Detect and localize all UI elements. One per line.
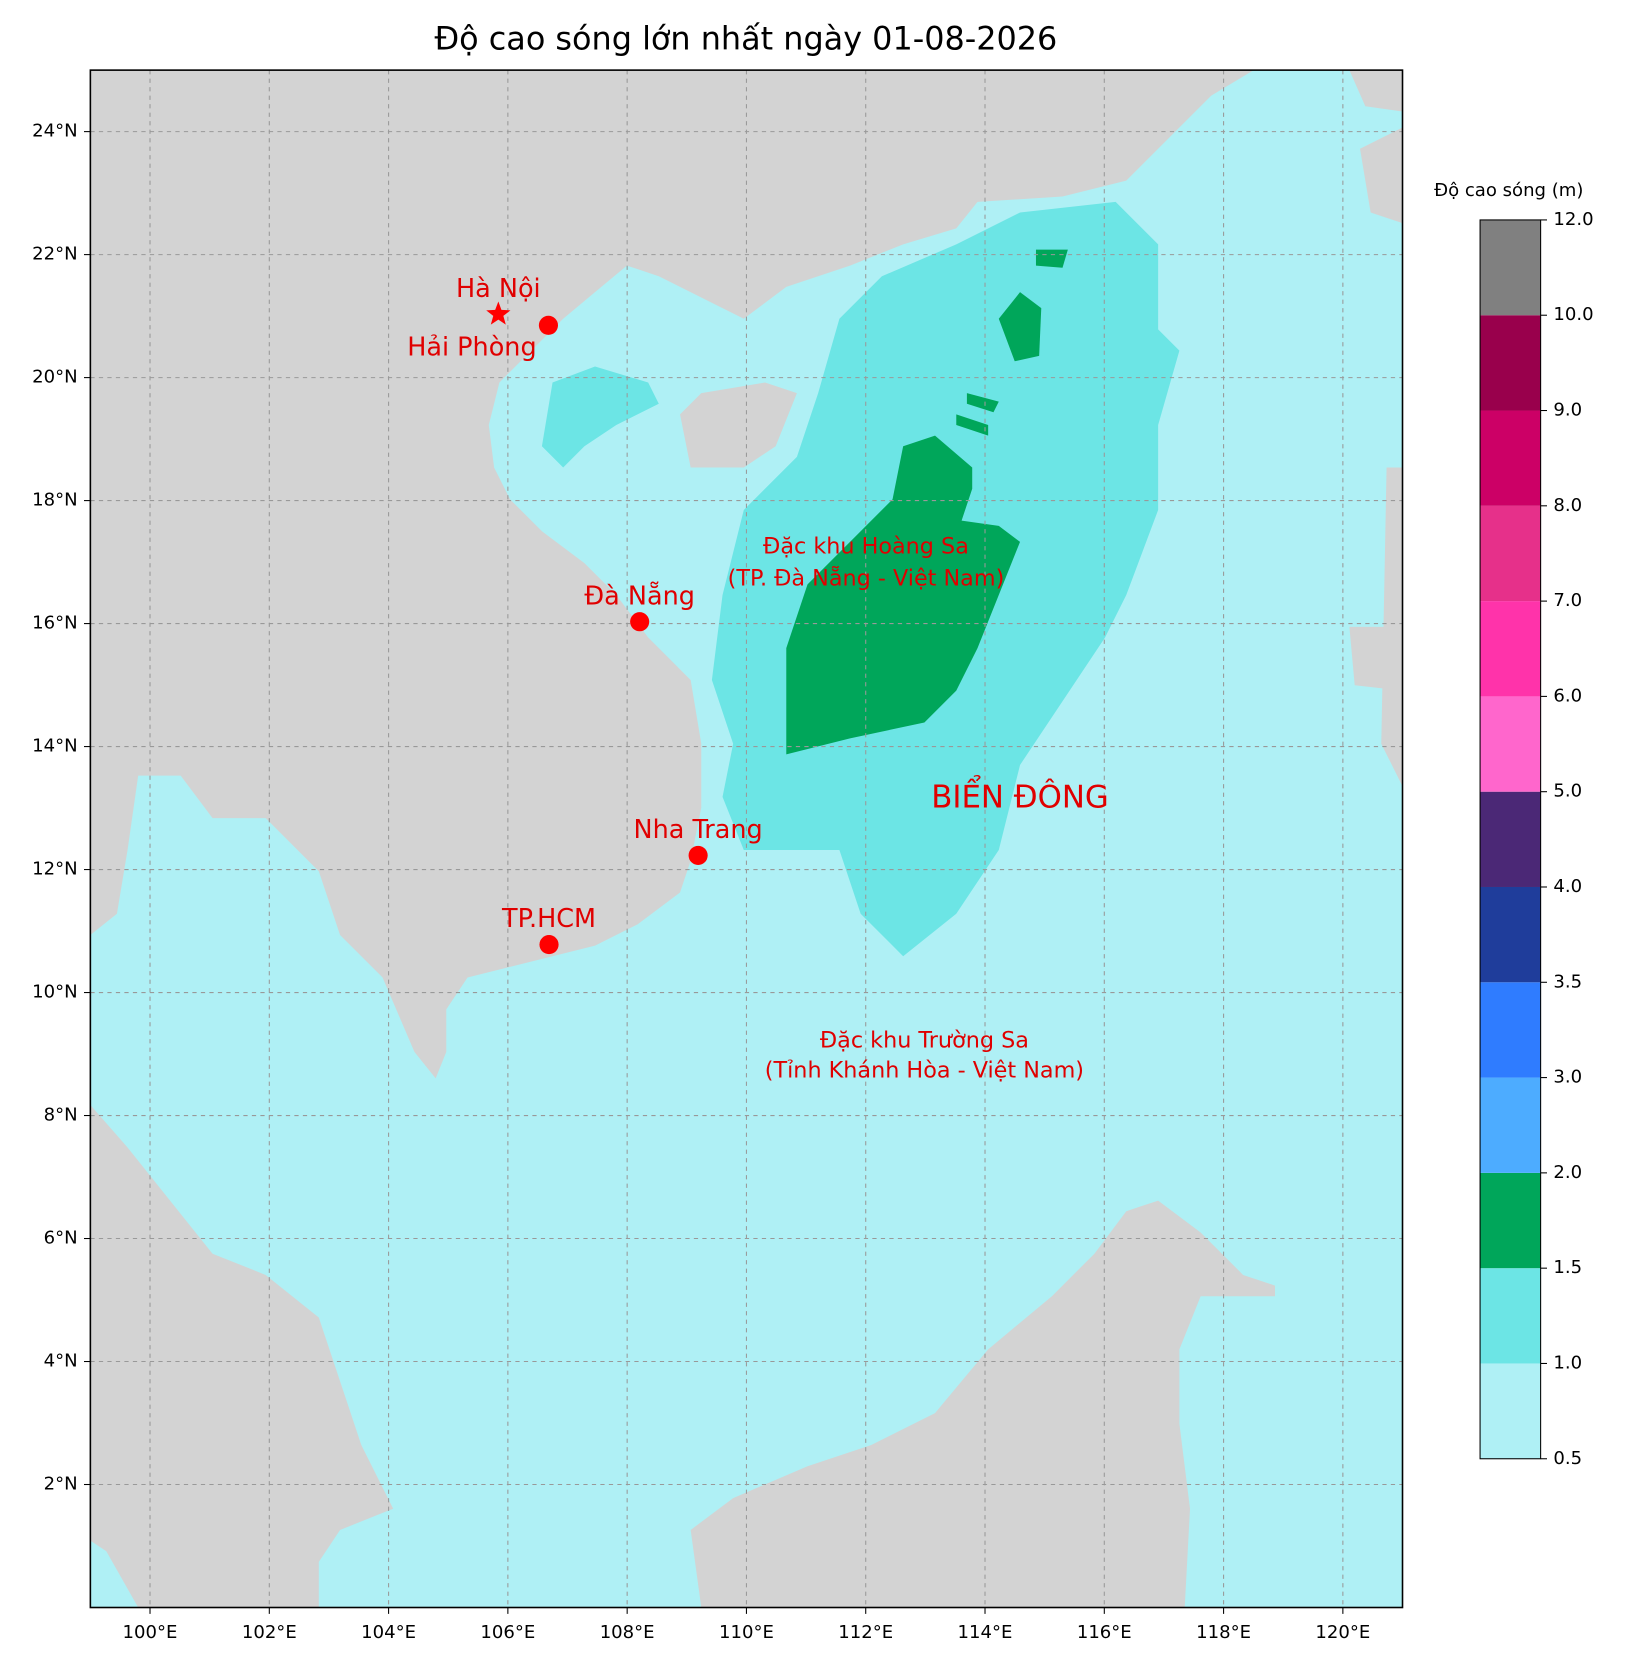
colorbar-segment	[1480, 791, 1541, 887]
city-label: Đà Nẵng	[584, 581, 694, 611]
city-label: TP.HCM	[501, 904, 596, 934]
city-marker	[486, 301, 511, 325]
y-tick-label: 14°N	[32, 736, 78, 757]
y-tick-label: 22°N	[32, 244, 78, 265]
y-tick-label: 12°N	[32, 859, 78, 880]
annotation: Đặc khu Trường Sa	[820, 1028, 1029, 1054]
y-tick-label: 10°N	[32, 982, 78, 1003]
overlay: 100°E 102°E 104°E 106°E 108°E 110°E 112°E 114°E…	[32, 70, 1403, 1643]
x-tick-label: 108°E	[600, 1622, 655, 1643]
city-marker	[539, 935, 559, 955]
annotation: (Tỉnh Khánh Hòa - Việt Nam)	[765, 1057, 1084, 1083]
land-malay	[90, 1104, 394, 1608]
city-label: Nha Trang	[634, 815, 763, 845]
y-tick-label: 8°N	[44, 1105, 78, 1126]
city-label: Hà Nội	[456, 274, 541, 304]
colorbar-segment	[1480, 601, 1541, 697]
wave-zone	[956, 414, 989, 436]
wave-zone	[1035, 249, 1068, 268]
colorbar-frame	[1479, 219, 1542, 1460]
y-tick-label: 18°N	[32, 490, 78, 511]
x-tick-label: 104°E	[361, 1622, 416, 1643]
colorbar-tick-label: 2.0	[1553, 1162, 1582, 1183]
land-hainan	[680, 382, 797, 468]
land-borneo	[690, 1200, 1276, 1608]
colorbar-segment	[1480, 1077, 1541, 1173]
annotation: (TP. Đà Nẵng - Việt Nam)	[728, 564, 1005, 592]
wave-zone	[966, 393, 999, 413]
colorbar-segment	[1480, 315, 1541, 411]
colorbar-tick-label: 7.0	[1553, 590, 1582, 611]
y-tick-label: 20°N	[32, 367, 78, 388]
x-tick-label: 114°E	[958, 1622, 1013, 1643]
colorbar-tick-label: 12.0	[1553, 209, 1593, 230]
colorbar-tick-label: 10.0	[1553, 304, 1593, 325]
x-tick-label: 106°E	[480, 1622, 535, 1643]
colorbar-segment	[1480, 219, 1541, 316]
plot-frame	[89, 69, 1404, 1609]
colorbar-segment	[1480, 886, 1541, 983]
colorbar-tick-label: 5.0	[1553, 781, 1582, 802]
annotation: BIỂN ĐÔNG	[931, 774, 1109, 815]
x-tick-label: 102°E	[242, 1622, 297, 1643]
city-marker	[630, 612, 650, 632]
city-marker	[538, 315, 558, 335]
colorbar-tick-label: 3.0	[1553, 1067, 1582, 1088]
colorbar-tick-label: 8.0	[1553, 495, 1582, 516]
chart-title: Độ cao sóng lớn nhất ngày 01-08-2026	[434, 19, 1057, 57]
y-tick-label: 4°N	[44, 1351, 78, 1372]
city-marker	[688, 845, 708, 865]
colorbar-segment	[1480, 1268, 1541, 1364]
x-tick-label: 110°E	[719, 1622, 774, 1643]
land-philippines	[1381, 467, 1403, 787]
colorbar-tick-label: 1.0	[1553, 1352, 1582, 1373]
land-taiwan	[1349, 70, 1403, 112]
colorbar-segment	[1480, 410, 1541, 506]
wave-zone	[998, 292, 1042, 362]
colorbar-segment	[1480, 505, 1541, 602]
colorbar-segment	[1480, 1172, 1541, 1269]
colorbar-title: Độ cao sóng (m)	[1434, 180, 1583, 201]
x-tick-label: 116°E	[1077, 1622, 1132, 1643]
colorbar-tick-label: 9.0	[1553, 400, 1582, 421]
colorbar-tick-label: 0.5	[1553, 1448, 1582, 1469]
colorbar-tick-label: 4.0	[1553, 876, 1582, 897]
x-tick-label: 112°E	[838, 1622, 893, 1643]
colorbar-tick-label: 1.5	[1553, 1257, 1582, 1278]
y-tick-label: 2°N	[44, 1474, 78, 1495]
y-tick-label: 16°N	[32, 613, 78, 634]
annotation: Đặc khu Hoàng Sa	[763, 534, 969, 560]
colorbar-tick-label: 6.0	[1553, 685, 1582, 706]
colorbar-segment	[1480, 982, 1541, 1078]
x-tick-label: 118°E	[1196, 1622, 1251, 1643]
wave-zone	[541, 366, 659, 468]
x-tick-label: 100°E	[123, 1622, 178, 1643]
colorbar-segment	[1480, 1363, 1541, 1459]
city-label: Hải Phòng	[407, 333, 536, 363]
y-tick-label: 6°N	[44, 1228, 78, 1249]
colorbar-tick-label: 3.5	[1553, 971, 1582, 992]
colorbar-segment	[1480, 696, 1541, 792]
y-tick-label: 24°N	[32, 121, 78, 142]
land-philippines	[1360, 127, 1403, 224]
land-mainland	[90, 70, 1254, 1079]
wave-zone	[786, 435, 1021, 755]
x-tick-label: 120°E	[1315, 1622, 1370, 1643]
